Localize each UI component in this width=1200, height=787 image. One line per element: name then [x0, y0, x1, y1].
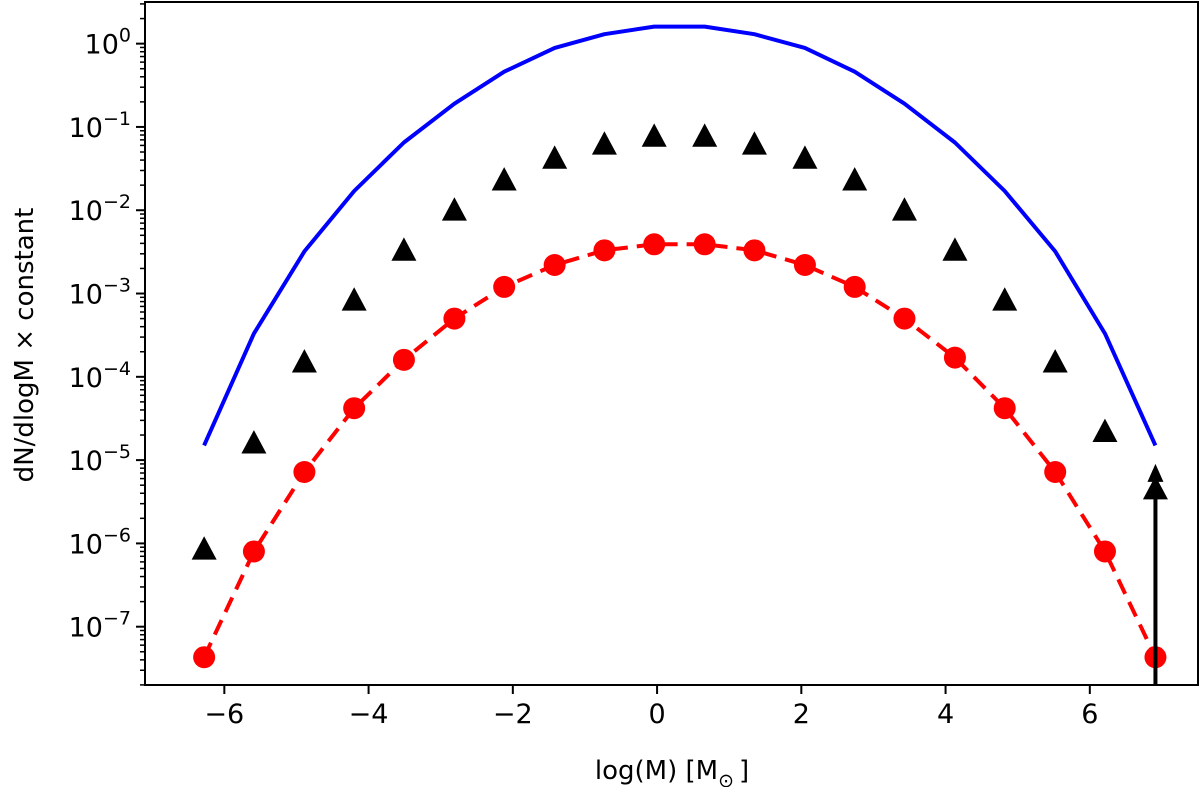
x-tick-label-4: 2 [793, 699, 810, 730]
triangle-marker-13 [842, 167, 868, 191]
x-axis-label: log(M) [M⊙] [595, 756, 749, 787]
y-tick-label-7: 10−7 [69, 608, 131, 644]
triangle-marker-5 [441, 197, 467, 221]
red-circle-marker-14 [893, 307, 916, 330]
x-axis-label-subscript: ⊙ [718, 770, 734, 787]
triangle-marker-4 [391, 237, 417, 261]
red-circle-marker-17 [1044, 460, 1067, 483]
x-tick-label-5: 4 [937, 699, 954, 730]
triangle-marker-7 [542, 145, 568, 169]
triangle-marker-2 [291, 349, 317, 373]
y-tick-label-3: 10−3 [69, 275, 131, 311]
x-tick-label-3: 0 [648, 699, 665, 730]
triangle-marker-11 [741, 131, 767, 155]
red-circle-marker-18 [1093, 540, 1116, 563]
series-2-dashed-line-circle-markers [193, 233, 1167, 669]
red-circle-marker-3 [343, 397, 366, 420]
plot-frame [144, 1, 1199, 686]
y-tick-label-1: 10−1 [69, 108, 131, 144]
red-circle-marker-10 [693, 233, 716, 256]
triangle-marker-17 [1042, 349, 1068, 373]
red-circle-marker-5 [443, 307, 466, 330]
triangle-marker-15 [942, 237, 968, 261]
red-circle-marker-12 [793, 254, 816, 277]
red-circle-marker-8 [593, 239, 616, 262]
y-tick-label-6: 10−6 [69, 524, 131, 560]
triangle-marker-1 [241, 430, 267, 454]
red-circle-marker-15 [943, 346, 966, 369]
series-1-triangle-markers [191, 123, 1168, 560]
red-circle-marker-1 [242, 540, 265, 563]
red-circle-marker-9 [643, 233, 666, 256]
red-circle-marker-4 [392, 348, 415, 371]
arrow-head [1147, 463, 1164, 482]
triangle-marker-18 [1092, 418, 1118, 442]
y-tick-label-2: 10−2 [69, 191, 131, 227]
y-axis-label: dN/dlogM × constant [10, 208, 40, 483]
upper-limit-arrow [1147, 463, 1164, 685]
red-circle-marker-11 [743, 239, 766, 262]
y-axis: 100 10−1 10−2 10−3 10−4 10−5 10−6 10−7 [69, 3, 145, 686]
x-tick-label-2: −2 [493, 699, 533, 730]
y-tick-label-5: 10−5 [69, 441, 131, 477]
red-circle-marker-7 [543, 254, 566, 277]
y-tick-label-0: 100 [85, 25, 131, 61]
x-tick-label-0: −6 [204, 699, 244, 730]
series-0-solid-line [202, 24, 1158, 447]
series-0-line [202, 24, 1158, 447]
series-2-line [202, 242, 1158, 659]
triangle-marker-14 [891, 197, 917, 221]
red-circle-marker-6 [493, 275, 516, 298]
triangle-marker-6 [491, 167, 517, 191]
red-circle-marker-13 [843, 275, 866, 298]
red-circle-marker-2 [293, 460, 316, 483]
triangle-marker-8 [591, 131, 617, 155]
x-axis-label-main: log(M) [M [595, 756, 718, 786]
triangle-marker-9 [641, 123, 667, 147]
triangle-marker-3 [341, 287, 367, 311]
series-layer [191, 24, 1168, 685]
red-circle-marker-16 [993, 397, 1016, 420]
x-axis-label-close: ] [739, 756, 749, 786]
y-tick-label-4: 10−4 [69, 358, 131, 394]
x-tick-label-1: −4 [349, 699, 389, 730]
triangle-marker-0 [191, 536, 217, 560]
triangle-marker-10 [692, 123, 718, 147]
red-circle-marker-0 [193, 646, 216, 669]
x-axis: −6 −4 −2 0 2 4 6 [204, 685, 1098, 730]
triangle-marker-16 [992, 287, 1018, 311]
triangle-marker-12 [792, 145, 818, 169]
x-tick-label-6: 6 [1081, 699, 1098, 730]
